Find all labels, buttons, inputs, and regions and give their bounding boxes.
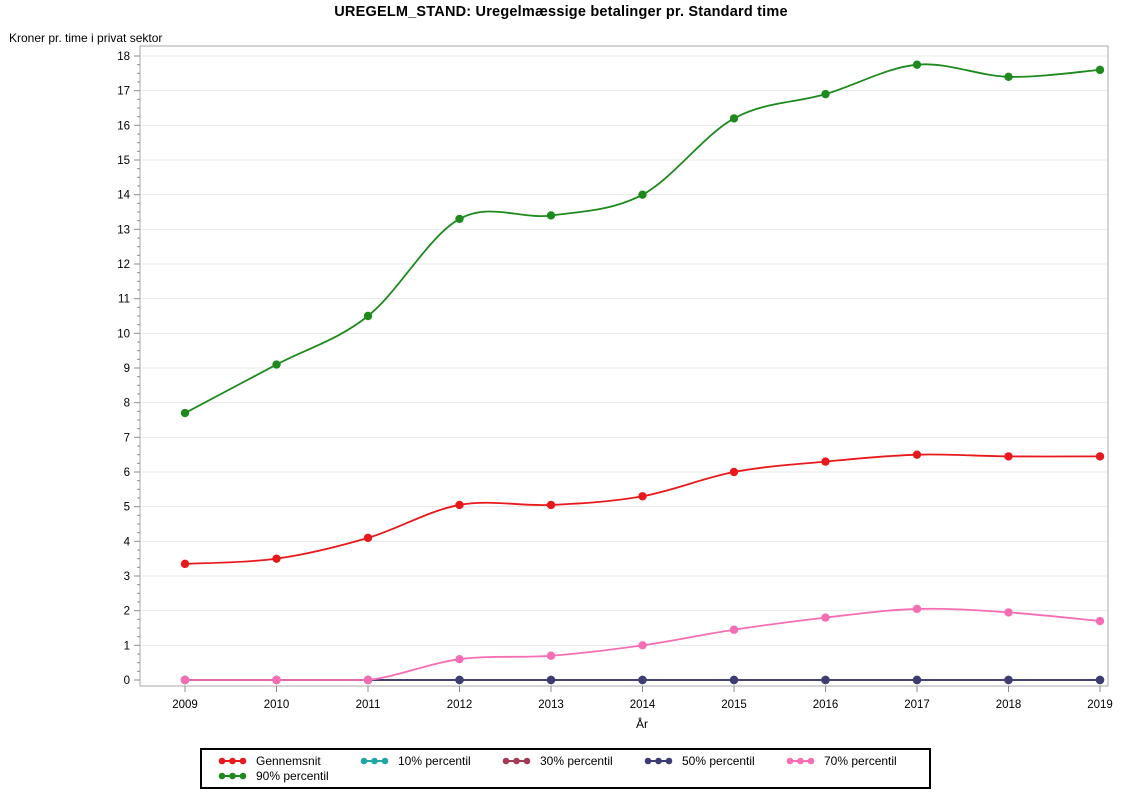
x-axis-title: År (636, 717, 648, 731)
y-tick-label: 13 (117, 224, 130, 236)
series-marker-90-percentil (180, 408, 190, 418)
series-marker-gennemsnit (729, 467, 739, 477)
series-marker-gennemsnit (180, 559, 190, 569)
series-marker-70-percentil (363, 675, 373, 685)
legend-marker-icon (360, 757, 389, 764)
series-marker-90-percentil (821, 89, 830, 99)
series-marker-50-percentil (821, 675, 830, 685)
y-tick-label: 9 (124, 363, 130, 375)
legend-item-90-percentil: 90% percentil (217, 768, 359, 783)
y-tick-label: 15 (117, 155, 130, 167)
series-marker-70-percentil (821, 613, 830, 622)
series-marker-70-percentil (272, 675, 281, 685)
y-tick-label: 8 (124, 398, 130, 410)
x-tick-label: 2013 (538, 699, 564, 711)
series-marker-70-percentil (455, 655, 464, 664)
series-marker-gennemsnit (912, 450, 922, 459)
y-tick-label: 3 (124, 571, 130, 583)
y-axis-title: Kroner pr. time i privat sektor (9, 31, 163, 45)
legend-item-50-percentil: 50% percentil (643, 753, 785, 768)
legend-item-30-percentil: 30% percentil (501, 753, 643, 768)
legend-label: 10% percentil (398, 753, 471, 768)
series-marker-90-percentil (455, 214, 464, 224)
y-tick-label: 4 (124, 536, 131, 548)
series-line-gennemsnit (184, 453, 1101, 565)
series-marker-gennemsnit (1095, 452, 1105, 461)
x-tick-label: 2019 (1087, 699, 1113, 711)
legend-label: 70% percentil (824, 753, 897, 768)
series-marker-50-percentil (729, 675, 739, 685)
x-tick-label: 2010 (264, 699, 290, 711)
series-marker-90-percentil (1095, 65, 1105, 75)
series-marker-90-percentil (912, 60, 922, 69)
series-marker-70-percentil (912, 604, 922, 614)
legend-item-10-percentil: 10% percentil (359, 753, 501, 768)
series-marker-gennemsnit (455, 500, 464, 510)
series-marker-50-percentil (638, 675, 647, 685)
series-marker-50-percentil (1004, 675, 1013, 685)
series-marker-50-percentil (912, 675, 922, 685)
series-marker-gennemsnit (546, 500, 556, 510)
series-marker-70-percentil (180, 675, 190, 685)
series-marker-70-percentil (1095, 616, 1105, 626)
series-marker-90-percentil (272, 360, 281, 369)
series-marker-90-percentil (1004, 72, 1013, 82)
series-marker-50-percentil (455, 675, 464, 685)
series-marker-70-percentil (546, 651, 556, 660)
legend-marker-icon (786, 757, 815, 764)
legend-label: 90% percentil (256, 768, 329, 783)
y-tick-label: 11 (118, 294, 130, 306)
series-marker-50-percentil (546, 675, 556, 685)
series-marker-90-percentil (546, 211, 556, 220)
legend-marker-icon (218, 757, 247, 764)
legend-marker-icon (502, 757, 531, 764)
y-tick-label: 7 (124, 432, 130, 444)
legend: Gennemsnit 10% percentil 30% percentil 50% … (200, 748, 931, 789)
series-marker-90-percentil (638, 190, 647, 199)
x-tick-label: 2014 (630, 699, 656, 711)
x-tick-label: 2017 (904, 699, 930, 711)
series-marker-gennemsnit (1004, 452, 1013, 461)
plot-frame (139, 45, 1109, 687)
series-line-90-percentil (184, 63, 1101, 414)
x-tick-label: 2009 (172, 699, 198, 711)
y-tick-label: 2 (124, 606, 130, 618)
legend-item-gennemsnit: Gennemsnit (217, 753, 359, 768)
y-tick-label: 18 (117, 51, 130, 63)
y-tick-label: 16 (117, 120, 130, 132)
y-tick-label: 1 (124, 640, 130, 652)
y-tick-label: 17 (117, 86, 130, 98)
x-tick-label: 2016 (813, 699, 839, 711)
y-tick-label: 5 (124, 502, 130, 514)
legend-label: 50% percentil (682, 753, 755, 768)
y-tick-label: 6 (124, 467, 130, 479)
x-tick-label: 2012 (447, 699, 473, 711)
series-marker-90-percentil (729, 114, 739, 123)
legend-item-70-percentil: 70% percentil (785, 753, 927, 768)
y-tick-label: 10 (117, 328, 130, 340)
x-tick-label: 2011 (356, 699, 381, 711)
series-marker-70-percentil (1004, 608, 1013, 617)
series-marker-70-percentil (729, 625, 739, 634)
series-marker-gennemsnit (638, 492, 647, 501)
series-marker-70-percentil (638, 641, 647, 650)
series-marker-90-percentil (363, 311, 373, 321)
legend-marker-icon (218, 772, 247, 779)
legend-marker-icon (644, 757, 673, 764)
y-tick-label: 12 (117, 259, 130, 271)
y-tick-label: 14 (117, 190, 130, 202)
chart-title: UREGELM_STAND: Uregelmæssige betalinger … (334, 4, 788, 20)
series-marker-gennemsnit (363, 533, 373, 543)
legend-label: 30% percentil (540, 753, 613, 768)
series-marker-gennemsnit (821, 457, 830, 466)
y-tick-label: 0 (124, 675, 130, 687)
series-marker-gennemsnit (272, 554, 281, 563)
x-tick-label: 2018 (996, 699, 1022, 711)
x-tick-label: 2015 (721, 699, 747, 711)
series-marker-50-percentil (1095, 675, 1105, 685)
legend-label: Gennemsnit (256, 753, 321, 768)
